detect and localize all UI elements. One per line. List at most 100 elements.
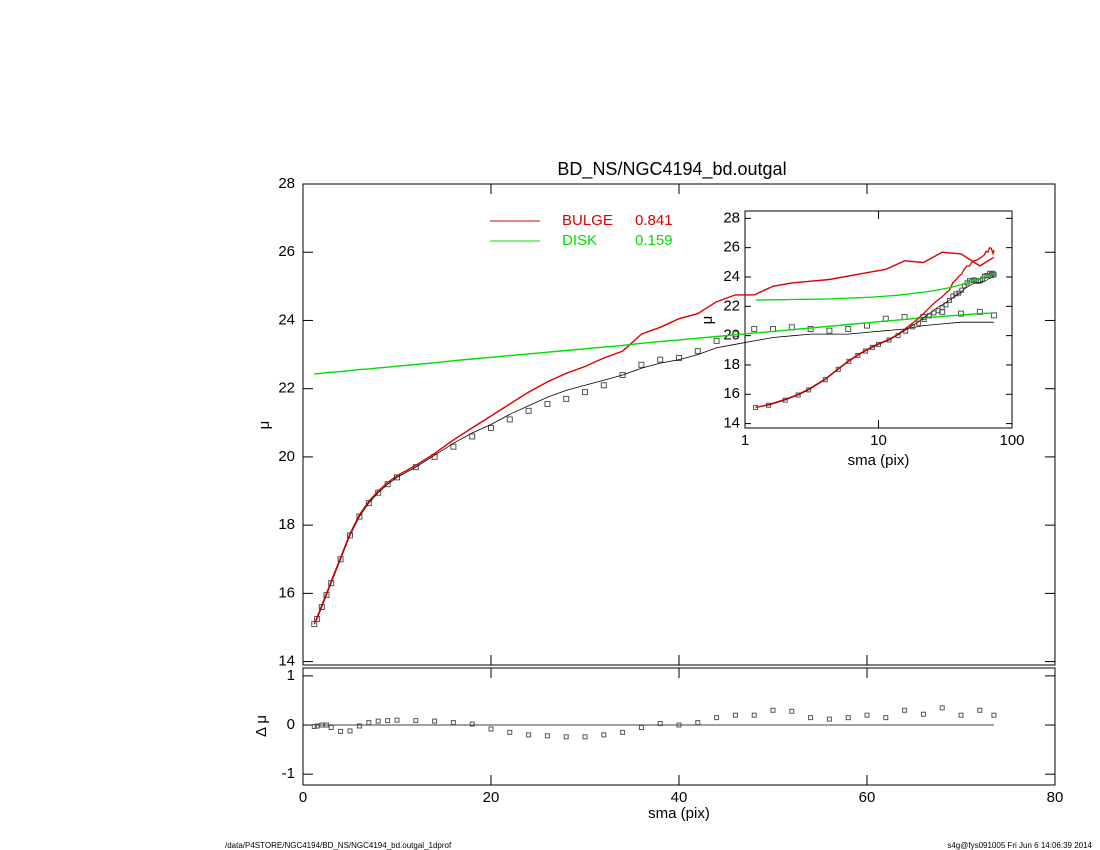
residual-point — [977, 707, 983, 713]
data-point — [563, 395, 570, 402]
x-axis-label: sma (pix) — [848, 452, 910, 469]
residual-point — [620, 729, 626, 735]
data-point — [835, 366, 841, 372]
data-point — [488, 424, 494, 431]
data-point — [990, 312, 997, 319]
residual-point — [826, 716, 832, 722]
residual-point — [845, 715, 851, 721]
data-point — [676, 354, 682, 361]
profile-line — [755, 273, 995, 301]
y-tick-label: 1 — [287, 667, 295, 684]
y-tick-label: 14 — [723, 415, 740, 432]
profile-line — [313, 251, 995, 625]
axes-frame — [744, 210, 1013, 429]
residual-point — [939, 705, 945, 711]
x-tick-label: 100 — [999, 432, 1024, 449]
residual-point — [920, 711, 926, 717]
x-tick-label: 0 — [299, 789, 307, 806]
x-tick-label: 80 — [1047, 789, 1064, 806]
residual-point — [314, 723, 320, 729]
data-point — [845, 325, 852, 332]
data-point — [751, 325, 758, 332]
profile-line — [755, 246, 995, 409]
residual-point — [657, 721, 663, 727]
y-tick-label: 22 — [723, 297, 740, 314]
y-tick-label: 28 — [723, 209, 740, 226]
legend-label: BULGE — [562, 212, 613, 229]
profile-line — [314, 312, 994, 375]
residual-point — [676, 722, 682, 728]
y-tick-label: 18 — [278, 516, 295, 533]
residual-point — [751, 712, 757, 718]
residual-point — [991, 712, 997, 718]
residual-point — [324, 722, 329, 728]
y-tick-label: -1 — [282, 765, 295, 782]
data-point — [807, 325, 814, 332]
residual-point — [319, 722, 325, 728]
footer-left: /data/P4STORE/NGC4194/BD_NS/NGC4194_bd.o… — [225, 841, 452, 850]
data-point — [619, 372, 626, 379]
residual-point — [338, 728, 344, 734]
residual-point — [311, 724, 317, 729]
data-point — [826, 327, 833, 334]
data-point — [846, 358, 852, 364]
data-point — [959, 287, 965, 293]
residual-point — [469, 721, 475, 727]
residual-point — [808, 715, 814, 721]
residual-point — [394, 717, 400, 723]
data-point — [956, 290, 962, 296]
data-point — [469, 433, 476, 440]
residual-point — [638, 724, 644, 730]
residual-point — [770, 707, 776, 713]
legend-label: DISK — [562, 232, 597, 249]
residual-point — [526, 732, 532, 738]
data-point — [506, 416, 513, 423]
y-tick-label: 22 — [278, 380, 295, 397]
residual-point — [432, 718, 438, 724]
data-point — [600, 382, 607, 389]
y-tick-label: 26 — [723, 239, 740, 256]
residual-point — [328, 724, 334, 730]
residual-point — [864, 712, 870, 718]
data-point — [582, 389, 588, 396]
data-point — [544, 401, 551, 408]
residual-point — [958, 712, 964, 718]
residual-point — [488, 726, 494, 732]
y-tick-label: 24 — [723, 268, 740, 285]
data-point — [713, 337, 720, 344]
data-point — [958, 310, 964, 317]
x-tick-label: 1 — [741, 432, 749, 449]
chart-title: BD_NS/NGC4194_bd.outgal — [557, 159, 786, 180]
y-tick-label: 16 — [278, 584, 295, 601]
data-point — [525, 407, 532, 414]
data-point — [939, 305, 945, 311]
residual-point — [507, 729, 513, 735]
y-tick-label: 20 — [278, 448, 295, 465]
y-tick-label: 24 — [278, 311, 295, 328]
x-tick-label: 20 — [483, 789, 500, 806]
y-axis-label: μ — [699, 316, 716, 325]
data-point — [990, 270, 996, 276]
residual-point — [450, 720, 456, 726]
y-tick-label: 0 — [287, 716, 295, 733]
y-tick-label: 16 — [723, 385, 740, 402]
residual-point — [695, 720, 701, 726]
data-point — [864, 322, 870, 329]
footer-right: s4g@fys091005 Fri Jun 6 14:06:39 2014 — [947, 841, 1092, 850]
residual-point — [789, 708, 795, 714]
residual-point — [413, 718, 419, 724]
residual-point — [366, 720, 372, 726]
residual-point — [356, 723, 362, 729]
residual-point — [883, 715, 889, 721]
y-tick-label: 18 — [723, 356, 740, 373]
data-point — [657, 356, 664, 363]
residual-point — [601, 732, 607, 738]
y-axis-label: μ — [256, 421, 273, 430]
data-point — [935, 308, 941, 314]
x-tick-label: 60 — [859, 789, 876, 806]
data-point — [976, 308, 983, 315]
axes-frame — [302, 183, 1056, 666]
data-point — [694, 348, 701, 355]
legend-fraction: 0.159 — [635, 232, 673, 249]
residual-point — [385, 718, 391, 724]
